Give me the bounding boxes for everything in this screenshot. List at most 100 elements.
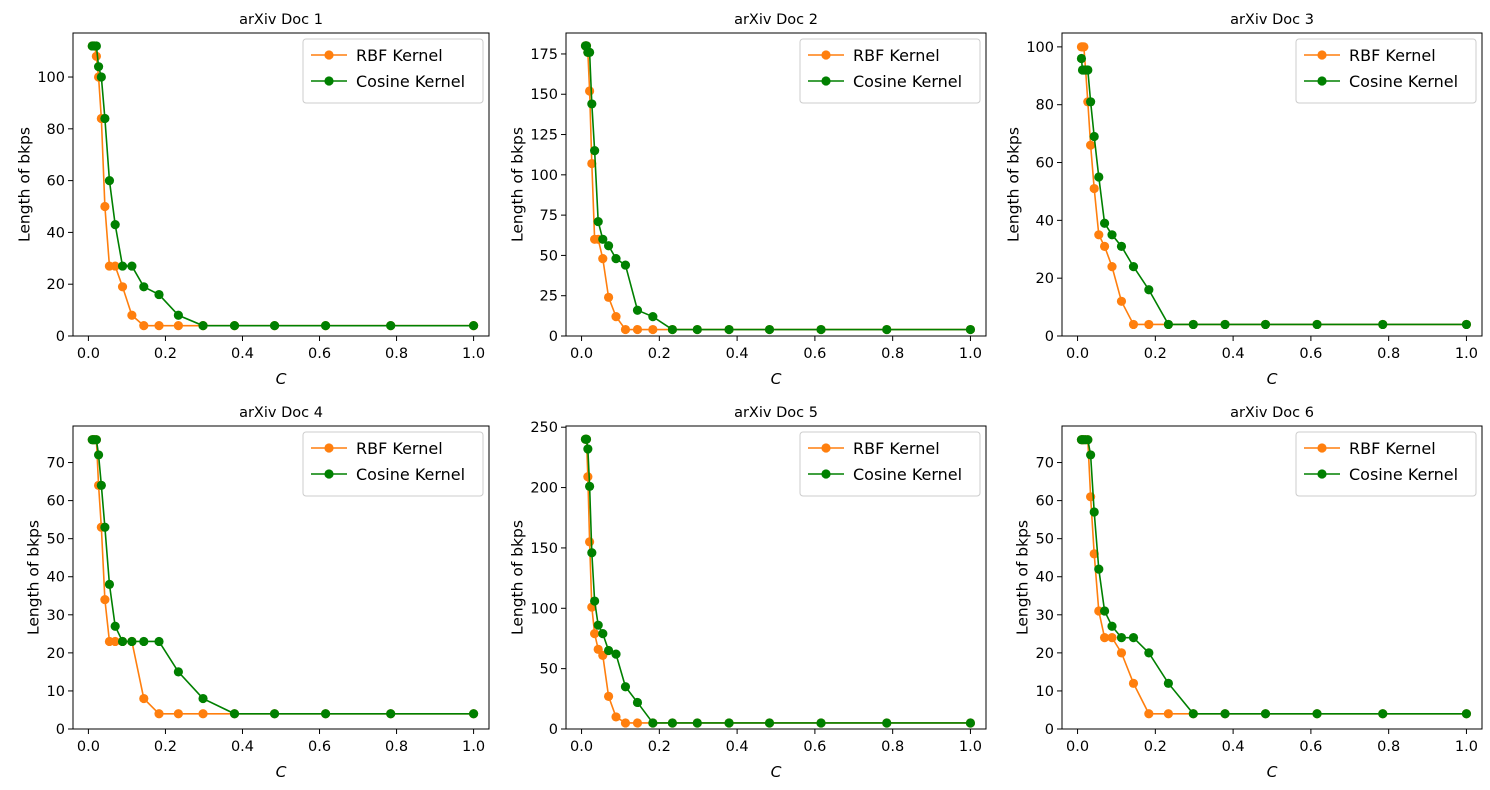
y-tick-label: 60 (47, 174, 65, 190)
data-point (139, 693, 149, 704)
chart-title: arXiv Doc 3 (1230, 12, 1314, 28)
legend-label: Cosine Kernel (356, 465, 465, 484)
x-tick-label: 0.0 (77, 346, 100, 362)
y-tick-label: 40 (1036, 570, 1054, 586)
subplot-6: arXiv Doc 6 0.0 0.2 0.4 0.6 0.8 1.0 0 10 20 30 40 50… (1014, 405, 1483, 781)
data-point (198, 321, 208, 331)
data-point (1312, 319, 1322, 330)
data-point (1099, 241, 1110, 251)
data-point (583, 444, 593, 454)
data-point (598, 254, 608, 264)
x-tick-label: 0.2 (154, 346, 177, 362)
data-point (1089, 507, 1099, 517)
y-tick-label: 80 (1036, 98, 1054, 114)
x-tick-label: 0.6 (1299, 346, 1322, 362)
data-point (965, 718, 976, 728)
x-axis-label: C (1267, 763, 1278, 781)
legend-marker (821, 443, 831, 453)
axes-frame (565, 32, 987, 337)
data-point (590, 596, 600, 606)
x-tick-label: 0.4 (231, 346, 254, 362)
data-point (173, 709, 183, 719)
y-tick-label: 25 (540, 289, 558, 305)
y-tick-label: 60 (1036, 156, 1054, 172)
legend: RBF Kernel Cosine Kernel (302, 431, 484, 497)
axes-frame (565, 425, 987, 730)
x-axis-label: C (771, 763, 782, 781)
data-point (882, 718, 892, 728)
data-point (1083, 65, 1093, 75)
subplot-3: arXiv Doc 3 0.0 0.2 0.4 0.6 0.8 1.0 0 20 40 60 80 10… (1004, 12, 1483, 388)
legend-marker (1317, 76, 1327, 86)
data-point (620, 260, 631, 270)
data-point (1086, 450, 1096, 460)
data-point (590, 146, 600, 156)
data-point (585, 86, 595, 96)
data-point (1312, 709, 1322, 719)
legend-marker (324, 469, 334, 479)
chart-title: arXiv Doc 4 (239, 405, 323, 421)
legend: RBF Kernel Cosine Kernel (799, 431, 981, 497)
x-tick-label: 0.2 (648, 739, 671, 755)
axes-frame (1061, 32, 1483, 337)
x-tick-label: 0.8 (881, 739, 904, 755)
data-point (1188, 709, 1198, 719)
y-tick-label: 100 (37, 70, 65, 86)
data-point (620, 682, 631, 692)
legend-marker (324, 443, 334, 453)
y-tick-label: 70 (47, 456, 65, 472)
x-axis-label: C (276, 370, 287, 388)
data-point (1099, 218, 1110, 228)
data-point (269, 321, 280, 331)
data-point (91, 51, 101, 61)
data-point (648, 312, 658, 322)
data-point (127, 310, 137, 320)
y-tick-label: 100 (1026, 40, 1054, 56)
y-tick-label: 150 (530, 541, 558, 557)
data-point (173, 667, 183, 677)
data-point (91, 41, 101, 51)
data-point (1220, 319, 1230, 330)
data-point (173, 321, 183, 331)
series-cosine-kernel (1076, 53, 1472, 330)
data-point (598, 629, 608, 639)
data-point (667, 324, 678, 335)
data-point (603, 645, 614, 656)
y-tick-label: 50 (540, 662, 558, 678)
data-point (198, 709, 208, 719)
series-cosine-kernel (580, 41, 976, 335)
data-point (1144, 648, 1154, 658)
data-point (321, 321, 331, 331)
y-tick-label: 0 (1045, 329, 1054, 345)
data-point (1107, 230, 1117, 240)
y-tick-label: 20 (47, 277, 65, 293)
x-tick-label: 1.0 (1455, 346, 1478, 362)
data-point (611, 649, 621, 659)
legend: RBF Kernel Cosine Kernel (1295, 38, 1477, 104)
legend-marker (1317, 50, 1327, 60)
data-point (117, 261, 128, 271)
data-point (127, 261, 137, 271)
legend-label: Cosine Kernel (356, 72, 465, 91)
data-point (127, 636, 137, 647)
y-axis-label: Length of bkps (25, 520, 43, 635)
data-point (154, 321, 164, 331)
data-point (100, 201, 110, 212)
data-point (1099, 606, 1110, 616)
x-tick-label: 0.4 (1222, 346, 1245, 362)
data-point (632, 305, 643, 315)
y-tick-label: 60 (1036, 494, 1054, 510)
data-point (321, 709, 331, 719)
data-point (154, 289, 164, 300)
subplot-5: arXiv Doc 5 0.0 0.2 0.4 0.6 0.8 1.0 0 50 100 150 20… (508, 405, 987, 781)
legend-marker (1317, 469, 1327, 479)
data-point (386, 709, 396, 719)
axes-frame (72, 32, 490, 337)
data-point (269, 709, 280, 719)
data-point (587, 548, 597, 558)
data-point (581, 434, 592, 444)
y-tick-label: 60 (47, 494, 65, 510)
subplot-1: arXiv Doc 1 0.0 0.2 0.4 0.6 0.8 1.0 0 20 40 60 80 10… (15, 12, 490, 388)
legend: RBF Kernel Cosine Kernel (1295, 431, 1477, 497)
legend-marker (821, 50, 831, 60)
